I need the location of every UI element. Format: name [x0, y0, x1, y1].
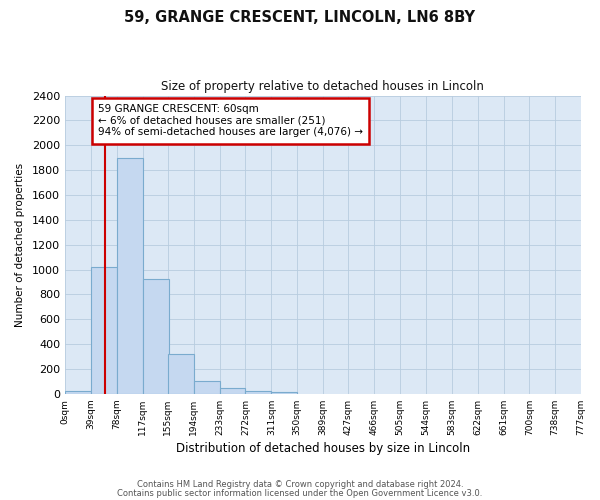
Bar [194, 381, 220, 394]
Text: 59, GRANGE CRESCENT, LINCOLN, LN6 8BY: 59, GRANGE CRESCENT, LINCOLN, LN6 8BY [125, 10, 476, 25]
Text: Contains public sector information licensed under the Open Government Licence v3: Contains public sector information licen… [118, 488, 482, 498]
Bar [220, 388, 245, 394]
Y-axis label: Number of detached properties: Number of detached properties [15, 162, 25, 326]
Title: Size of property relative to detached houses in Lincoln: Size of property relative to detached ho… [161, 80, 484, 93]
Bar [91, 267, 117, 394]
Bar [245, 390, 271, 394]
Bar [271, 392, 297, 394]
Bar [143, 280, 169, 394]
Bar [65, 392, 91, 394]
Text: 59 GRANGE CRESCENT: 60sqm
← 6% of detached houses are smaller (251)
94% of semi-: 59 GRANGE CRESCENT: 60sqm ← 6% of detach… [98, 104, 363, 138]
X-axis label: Distribution of detached houses by size in Lincoln: Distribution of detached houses by size … [176, 442, 470, 455]
Bar [168, 354, 194, 394]
Bar [117, 158, 143, 394]
Text: Contains HM Land Registry data © Crown copyright and database right 2024.: Contains HM Land Registry data © Crown c… [137, 480, 463, 489]
